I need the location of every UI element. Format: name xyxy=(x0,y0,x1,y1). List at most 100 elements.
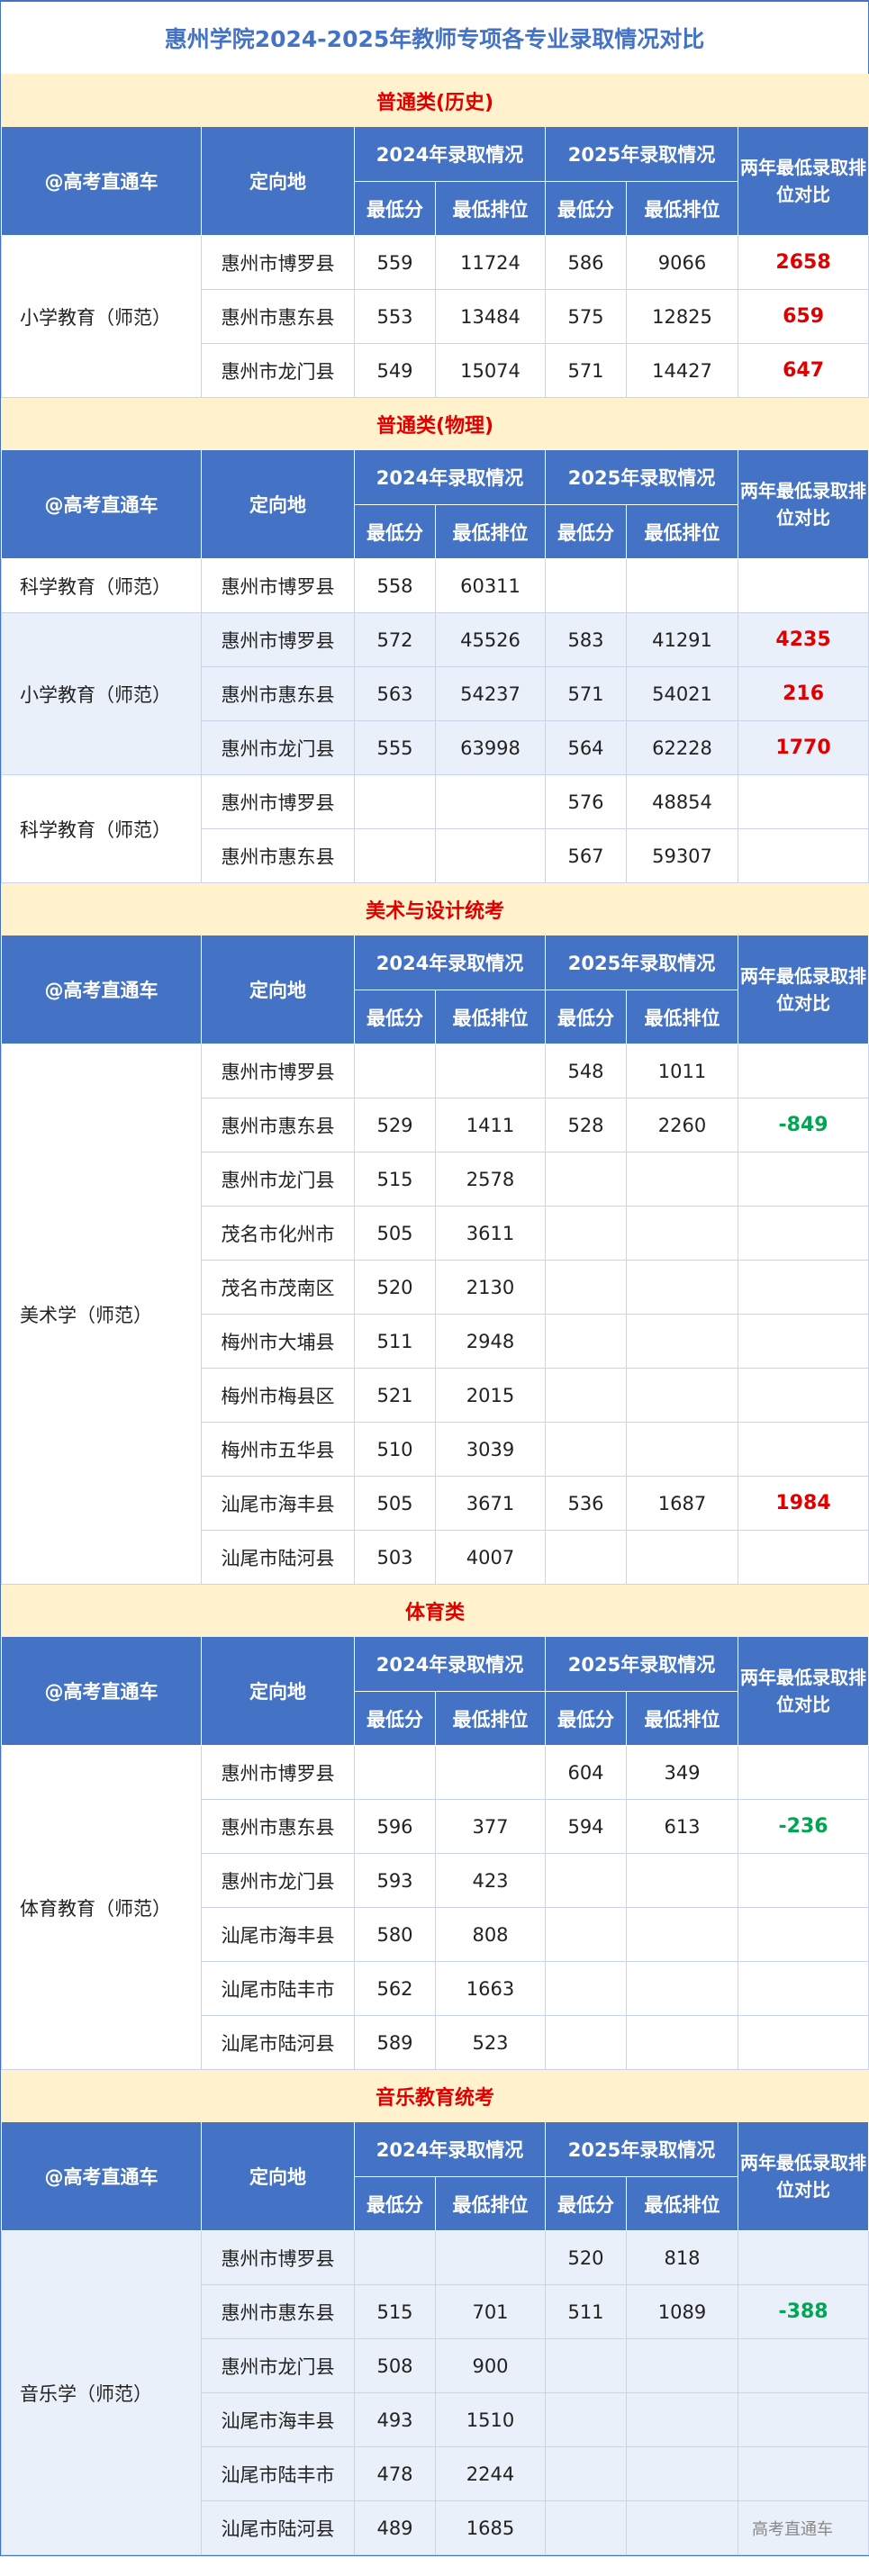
score-2025-cell xyxy=(545,2338,627,2393)
location-cell: 惠州市博罗县 xyxy=(201,612,355,667)
rank-2024-cell: 1510 xyxy=(435,2392,546,2447)
location-cell: 惠州市龙门县 xyxy=(201,720,355,775)
location-cell: 梅州市梅县区 xyxy=(201,1368,355,1423)
table-row: 惠州市惠东县 529 1411 528 2260 -849 xyxy=(2,1098,869,1152)
header-corner: @高考直通车 xyxy=(1,2121,202,2231)
major-name: 科学教育（师范） xyxy=(1,774,202,883)
header-min-score: 最低分 xyxy=(354,2176,436,2231)
rank-compare-cell xyxy=(737,1368,869,1423)
location-cell: 惠州市龙门县 xyxy=(201,1853,355,1908)
rank-2024-cell: 13484 xyxy=(435,289,546,344)
location-cell: 汕尾市陆河县 xyxy=(201,2015,355,2070)
rank-2025-cell: 14427 xyxy=(626,343,738,398)
table-row: 音乐学（师范） 惠州市博罗县 520 818 xyxy=(1,2230,869,2555)
score-2024-cell: 529 xyxy=(354,1098,436,1152)
rank-compare-cell: 216 xyxy=(737,666,869,721)
rank-2024-cell: 1411 xyxy=(435,1098,546,1152)
rank-compare-cell xyxy=(737,1314,869,1369)
table-row: 惠州市龙门县 549 15074 571 14427 647 xyxy=(2,343,869,398)
score-2024-cell: 593 xyxy=(354,1853,436,1908)
score-2024-cell: 572 xyxy=(354,612,436,667)
header-row: @高考直通车 定向地 2024年录取情况 2025年录取情况 两年最低录取排位对比 xyxy=(1,2121,869,2231)
major-name: 小学教育（师范） xyxy=(1,612,202,775)
score-2024-cell: 515 xyxy=(354,2284,436,2339)
rank-compare-cell: -849 xyxy=(737,1098,869,1152)
score-2024-cell: 505 xyxy=(354,1476,436,1531)
section-band: 普通类(历史) xyxy=(0,74,869,127)
score-2025-cell xyxy=(545,2392,627,2447)
header-min-score: 最低分 xyxy=(545,1691,627,1746)
table-row: 茂名市化州市 505 3611 xyxy=(2,1206,869,1261)
table-row: 汕尾市海丰县 505 3671 536 1687 1984 xyxy=(2,1476,869,1531)
footer-watermark: 高考直通车 xyxy=(752,2520,833,2539)
rank-2025-cell xyxy=(626,1206,738,1261)
location-cell: 惠州市惠东县 xyxy=(201,1098,355,1152)
score-2025-cell xyxy=(545,1530,627,1585)
location-cell: 惠州市惠东县 xyxy=(201,2284,355,2339)
header-min-rank: 最低排位 xyxy=(626,1691,738,1746)
score-2024-cell: 563 xyxy=(354,666,436,721)
rank-compare-cell xyxy=(737,1152,869,1207)
section-title: 体育类 xyxy=(0,1584,869,1637)
rank-2025-cell xyxy=(626,558,738,613)
rank-2025-cell: 613 xyxy=(626,1799,738,1854)
rank-compare-cell: 647 xyxy=(737,343,869,398)
header-corner: @高考直通车 xyxy=(1,126,202,236)
table-row: 汕尾市陆河县 503 4007 xyxy=(2,1530,869,1585)
header-min-score: 最低分 xyxy=(354,504,436,559)
table-row: 体育教育（师范） 惠州市博罗县 604 349 xyxy=(1,1745,869,2070)
major-name: 音乐学（师范） xyxy=(1,2230,202,2555)
header-min-rank: 最低排位 xyxy=(626,181,738,236)
location-cell: 惠州市博罗县 xyxy=(201,1044,355,1098)
header-2024: 2024年录取情况 xyxy=(354,2121,546,2177)
score-2024-cell: 589 xyxy=(354,2015,436,2070)
score-2025-cell: 528 xyxy=(545,1098,627,1152)
location-cell: 梅州市五华县 xyxy=(201,1422,355,1477)
header-subrow: 最低分 最低排位 最低分 最低排位 xyxy=(2,990,869,1044)
rank-compare-cell xyxy=(737,2500,869,2555)
header-compare: 两年最低录取排位对比 xyxy=(737,126,869,236)
rank-2024-cell: 4007 xyxy=(435,1530,546,1585)
rank-compare-cell: 659 xyxy=(737,289,869,344)
rank-compare-cell xyxy=(737,1530,869,1585)
header-location: 定向地 xyxy=(201,935,355,1044)
header-2025: 2025年录取情况 xyxy=(545,2121,738,2177)
score-2025-cell xyxy=(545,2015,627,2070)
rank-compare-cell: 4235 xyxy=(737,612,869,667)
rank-2025-cell xyxy=(626,2500,738,2555)
score-2025-cell xyxy=(545,1422,627,1477)
header-2024: 2024年录取情况 xyxy=(354,935,546,990)
score-2025-cell: 576 xyxy=(545,774,627,829)
header-min-rank: 最低排位 xyxy=(435,504,546,559)
rank-compare-cell xyxy=(737,1260,869,1315)
rank-2024-cell: 45526 xyxy=(435,612,546,667)
rank-2024-cell: 2244 xyxy=(435,2446,546,2501)
rank-2024-cell: 1685 xyxy=(435,2500,546,2555)
header-2025: 2025年录取情况 xyxy=(545,449,738,505)
score-2024-cell xyxy=(354,774,436,829)
section-band: 普通类(物理) xyxy=(0,397,869,450)
header-compare: 两年最低录取排位对比 xyxy=(737,1636,869,1746)
score-2025-cell: 567 xyxy=(545,828,627,883)
score-2025-cell: 564 xyxy=(545,720,627,775)
rank-2025-cell xyxy=(626,1314,738,1369)
rank-2024-cell: 701 xyxy=(435,2284,546,2339)
header-location: 定向地 xyxy=(201,2121,355,2231)
rank-2024-cell: 15074 xyxy=(435,343,546,398)
table-row: 惠州市龙门县 555 63998 564 62228 1770 xyxy=(2,720,869,775)
rank-compare-cell: -236 xyxy=(737,1799,869,1854)
score-2025-cell: 583 xyxy=(545,612,627,667)
score-2025-cell xyxy=(545,1314,627,1369)
header-row: @高考直通车 定向地 2024年录取情况 2025年录取情况 两年最低录取排位对比 xyxy=(1,449,869,559)
rank-2024-cell: 60311 xyxy=(435,558,546,613)
rank-2025-cell: 818 xyxy=(626,2230,738,2285)
rank-2025-cell xyxy=(626,1260,738,1315)
header-min-rank: 最低排位 xyxy=(435,1691,546,1746)
score-2025-cell: 511 xyxy=(545,2284,627,2339)
page-title: 惠州学院2024-2025年教师专项各专业录取情况对比 xyxy=(1,0,868,74)
rank-2024-cell: 523 xyxy=(435,2015,546,2070)
location-cell: 惠州市惠东县 xyxy=(201,666,355,721)
table-row: 科学教育（师范） 惠州市博罗县 558 60311 xyxy=(1,558,869,613)
major-name: 科学教育（师范） xyxy=(1,558,202,613)
